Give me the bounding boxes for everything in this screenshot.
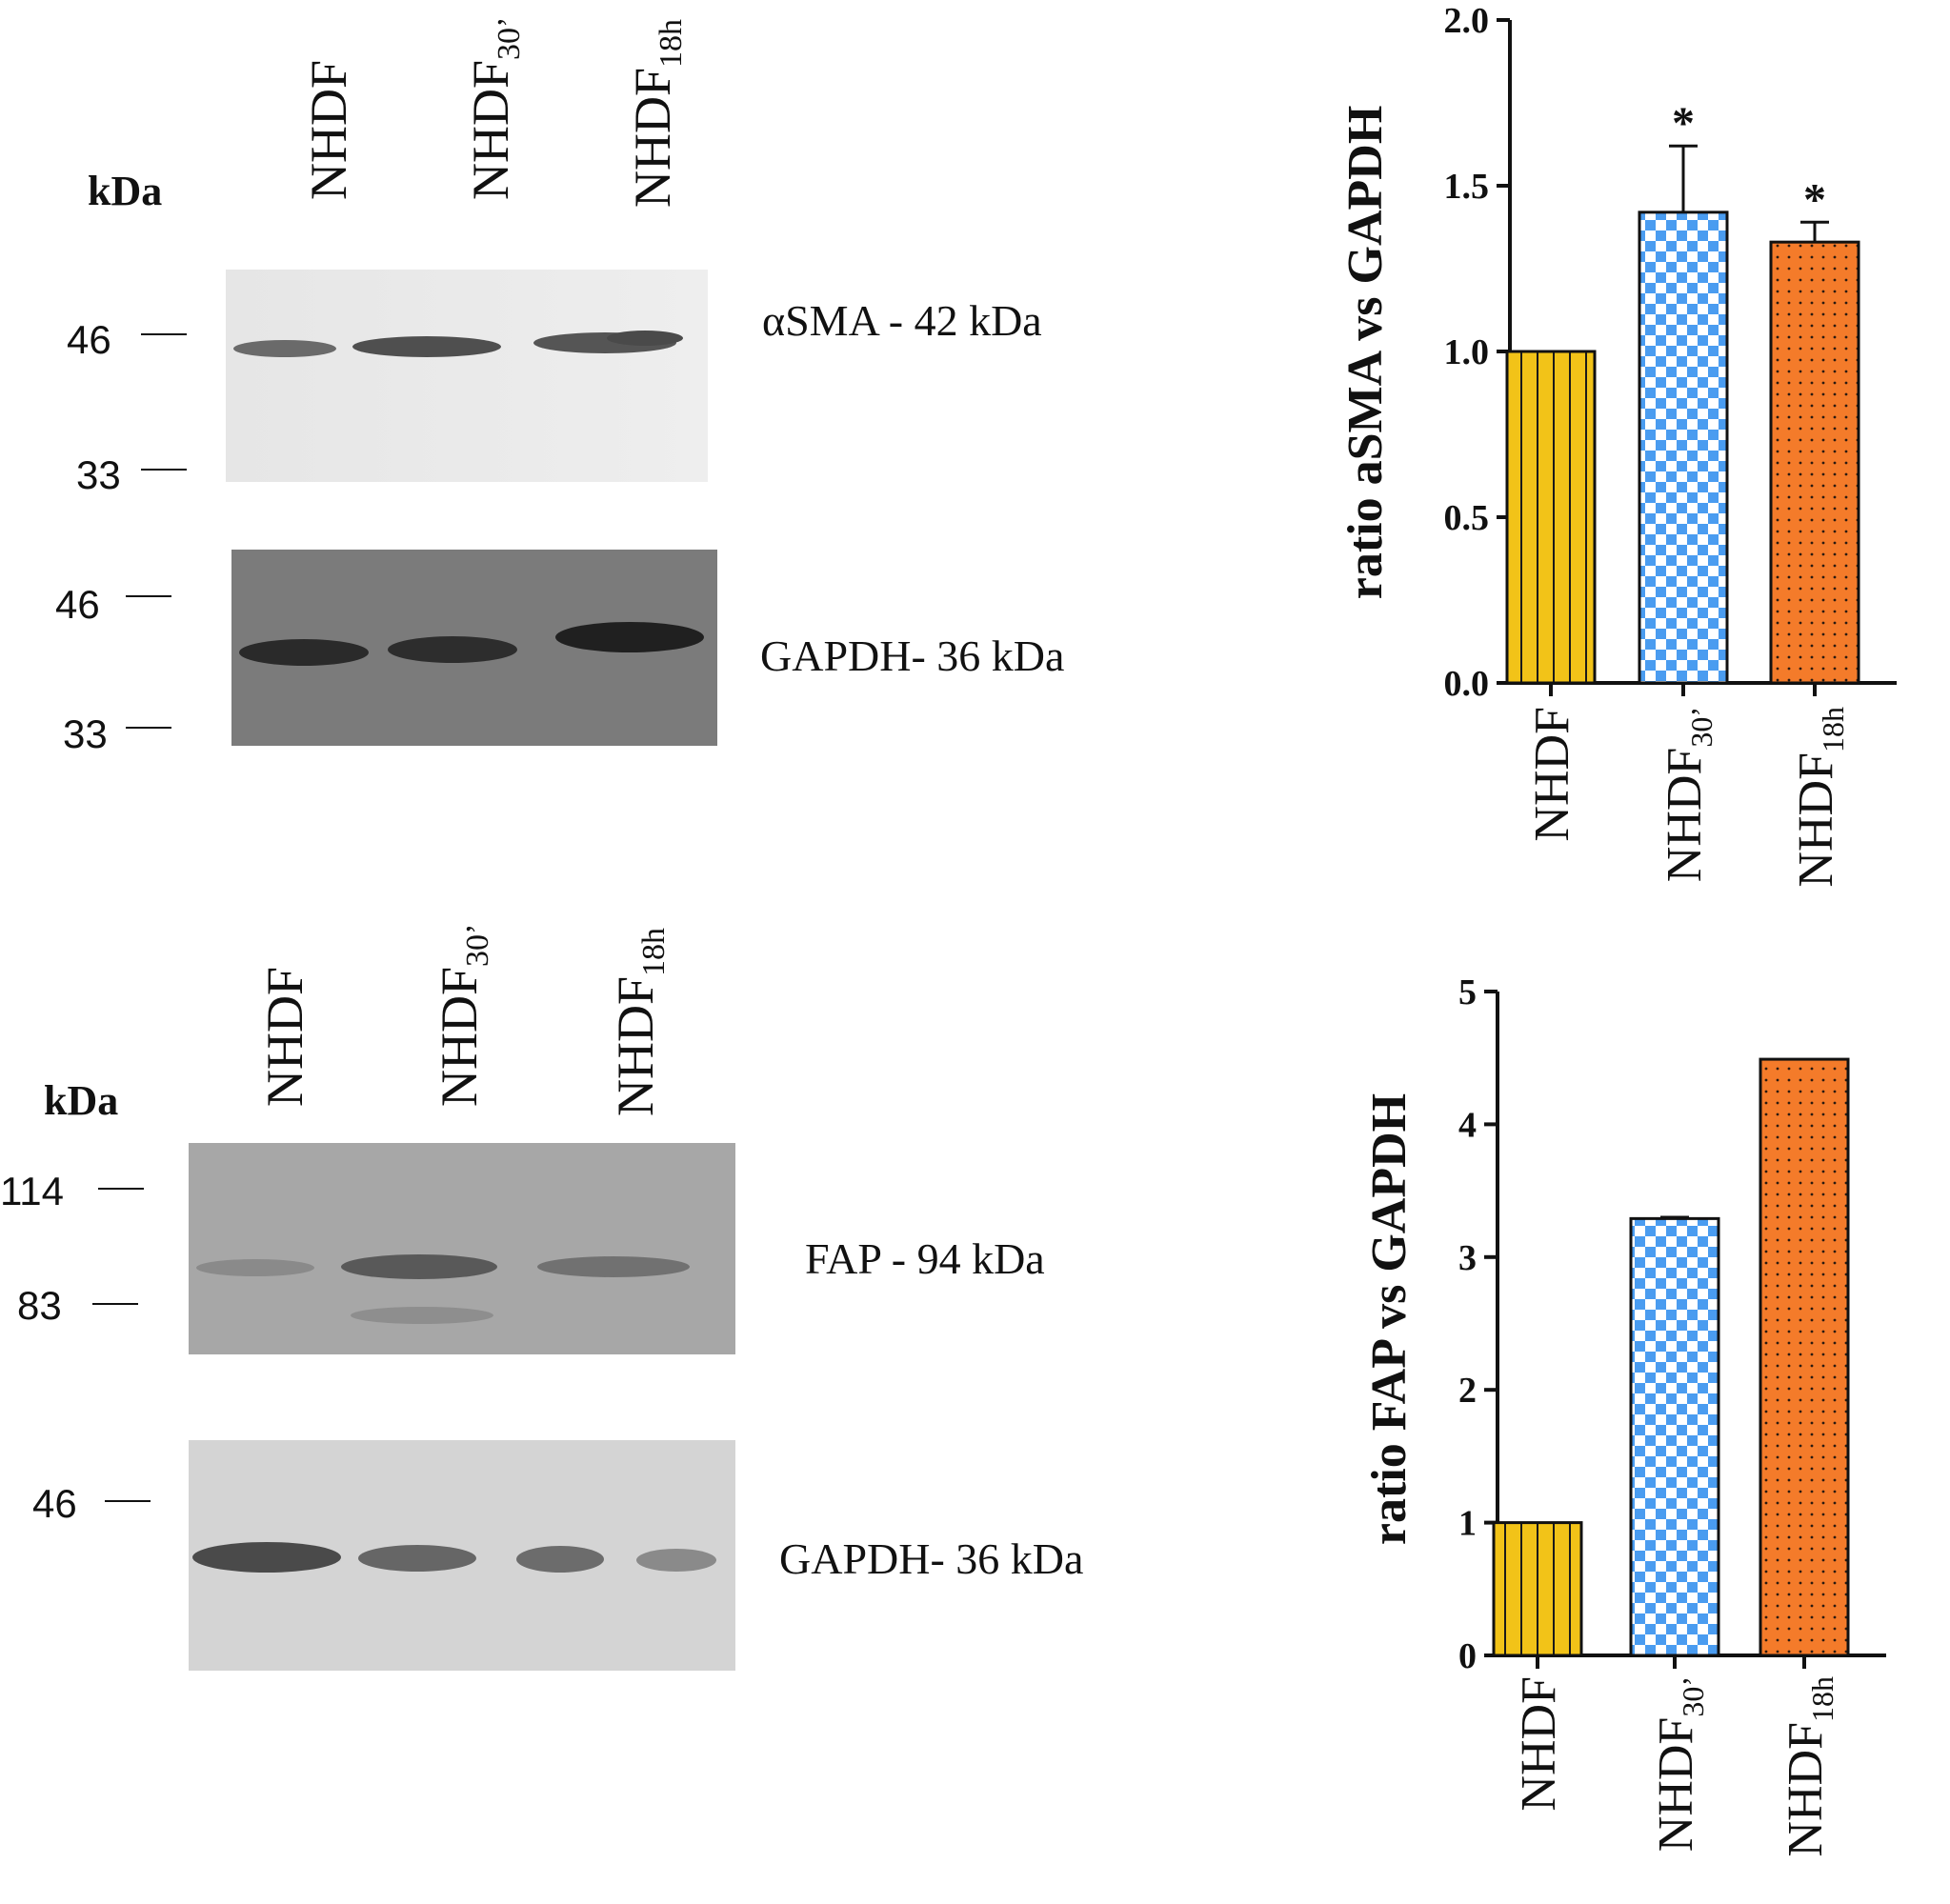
chart-1-bar-2 bbox=[1638, 210, 1729, 685]
alpha-marker-46: 46 bbox=[67, 317, 111, 362]
chart-1-ytick-label: 0.0 bbox=[1444, 664, 1490, 704]
gapdh-top-marker-33: 33 bbox=[63, 711, 108, 756]
fap-marker-114: 114 bbox=[0, 1169, 64, 1213]
chart-1-significance-3: * bbox=[1803, 174, 1826, 225]
gapdh-bottom-label: GAPDH- 36 kDa bbox=[779, 1534, 1084, 1583]
chart-1-bar-1 bbox=[1505, 350, 1597, 685]
chart-1-category-label-3: NHDF18h bbox=[1789, 707, 1850, 888]
chart-1-ytick-label: 1.5 bbox=[1444, 167, 1490, 207]
chart-2-ytick-label: 4 bbox=[1458, 1105, 1477, 1145]
alpha-sma-label: αSMA - 42 kDa bbox=[762, 296, 1042, 345]
chart-1-category-label-2: NHDF30’ bbox=[1658, 707, 1719, 882]
fap-label: FAP - 94 kDa bbox=[805, 1234, 1045, 1283]
chart-1-category-label-1: NHDF bbox=[1525, 707, 1579, 842]
chart-2-category-label-2: NHDF30’ bbox=[1649, 1676, 1710, 1852]
fap-marker-83: 83 bbox=[17, 1283, 62, 1328]
gapdh-bottom-marker-46: 46 bbox=[32, 1481, 77, 1526]
chart-2-ytick-label: 1 bbox=[1458, 1504, 1477, 1544]
chart-1-significance-2: * bbox=[1672, 98, 1695, 149]
chart-2-ytick-label: 3 bbox=[1458, 1238, 1477, 1278]
alpha-marker-33-tick bbox=[141, 469, 187, 471]
chart-2-category-label-1: NHDF bbox=[1512, 1676, 1566, 1812]
gapdh-top-label: GAPDH- 36 kDa bbox=[760, 631, 1065, 680]
alpha-marker-46-tick bbox=[141, 333, 187, 335]
gapdh-top-blot bbox=[231, 550, 717, 746]
gapdh-top-marker-46: 46 bbox=[55, 582, 100, 627]
gapdh-bottom-blot bbox=[189, 1440, 735, 1671]
fap-blot bbox=[189, 1143, 735, 1354]
gapdh-top-marker-33-tick bbox=[126, 727, 171, 729]
chart-2-bar-2 bbox=[1629, 1216, 1720, 1657]
gapdh-top-marker-46-tick bbox=[126, 595, 171, 597]
chart-1-y-label: ratio aSMA vs GAPDH bbox=[1338, 106, 1393, 600]
chart-1-ytick-label: 1.0 bbox=[1444, 332, 1490, 372]
chart-1-ytick-label: 2.0 bbox=[1444, 1, 1490, 41]
chart-2-bar-1 bbox=[1492, 1521, 1583, 1657]
chart-1-ytick-label: 0.5 bbox=[1444, 498, 1490, 538]
fap-marker-83-tick bbox=[92, 1303, 138, 1305]
alpha-sma-blot bbox=[226, 270, 708, 482]
chart-2-y-label: ratio FAP vs GAPDH bbox=[1362, 1093, 1417, 1545]
chart-2-ytick-label: 5 bbox=[1458, 972, 1477, 1012]
chart-1-bar-3 bbox=[1769, 240, 1860, 685]
chart-2-ytick-label: 0 bbox=[1458, 1636, 1477, 1676]
gapdh-bottom-marker-46-tick bbox=[105, 1500, 151, 1502]
chart-2-bar-3 bbox=[1759, 1057, 1850, 1657]
fap-marker-114-tick bbox=[98, 1188, 144, 1190]
blot-top-kda-label: kDa bbox=[88, 168, 163, 214]
blot-bottom-kda-label: kDa bbox=[44, 1077, 119, 1124]
chart-2-category-label-3: NHDF18h bbox=[1779, 1676, 1839, 1857]
chart-2-ytick-label: 2 bbox=[1458, 1371, 1477, 1411]
alpha-marker-33: 33 bbox=[76, 452, 121, 497]
